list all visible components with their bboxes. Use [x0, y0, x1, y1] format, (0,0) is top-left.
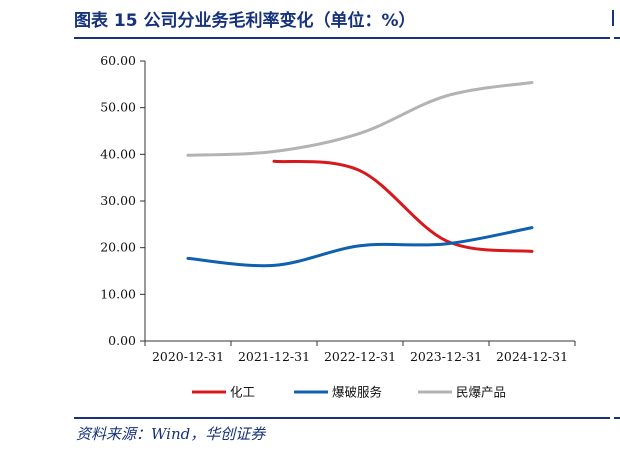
- y-tick-label: 20.00: [100, 240, 136, 255]
- y-tick-label: 50.00: [100, 100, 136, 115]
- legend-label-1: 爆破服务: [332, 385, 382, 400]
- title-rule: [74, 37, 610, 39]
- x-tick-label: 2021-12-31: [238, 349, 310, 364]
- series-line-2: [186, 81, 534, 157]
- chart-axes: 0.00 10.00 20.00 30.00 40.00 50.00 60.00 2020-1…: [100, 53, 576, 364]
- x-tick-label: 2022-12-31: [324, 349, 396, 364]
- y-tick-label: 60.00: [100, 53, 136, 68]
- figure-title: 图表 15 公司分业务毛利率变化（单位：%）: [74, 11, 416, 31]
- y-tick-label: 30.00: [100, 193, 136, 208]
- source-rule: [74, 417, 610, 419]
- y-tick-label: 10.00: [100, 286, 136, 301]
- source-note: 资料来源：Wind，华创证券: [76, 425, 266, 443]
- chart-series-lines: [186, 81, 534, 268]
- y-tick-label: 0.00: [108, 333, 136, 348]
- series-line-1: [186, 226, 534, 268]
- y-tick-label: 40.00: [100, 146, 136, 161]
- x-tick-label: 2024-12-31: [496, 349, 568, 364]
- x-tick-label: 2020-12-31: [152, 349, 224, 364]
- gross-margin-line-chart: 0.00 10.00 20.00 30.00 40.00 50.00 60.00 2020-1…: [100, 53, 576, 400]
- legend-label-2: 民爆产品: [456, 385, 506, 400]
- edge-cropped-glyph: [612, 10, 620, 26]
- x-tick-label: 2023-12-31: [410, 349, 482, 364]
- edge-rule-bottom: [614, 417, 620, 419]
- legend-label-0: 化工: [230, 385, 255, 400]
- series-line-0: [272, 159, 534, 253]
- edge-rule-top: [614, 37, 620, 39]
- chart-legend: 化工 爆破服务 民爆产品: [192, 385, 506, 400]
